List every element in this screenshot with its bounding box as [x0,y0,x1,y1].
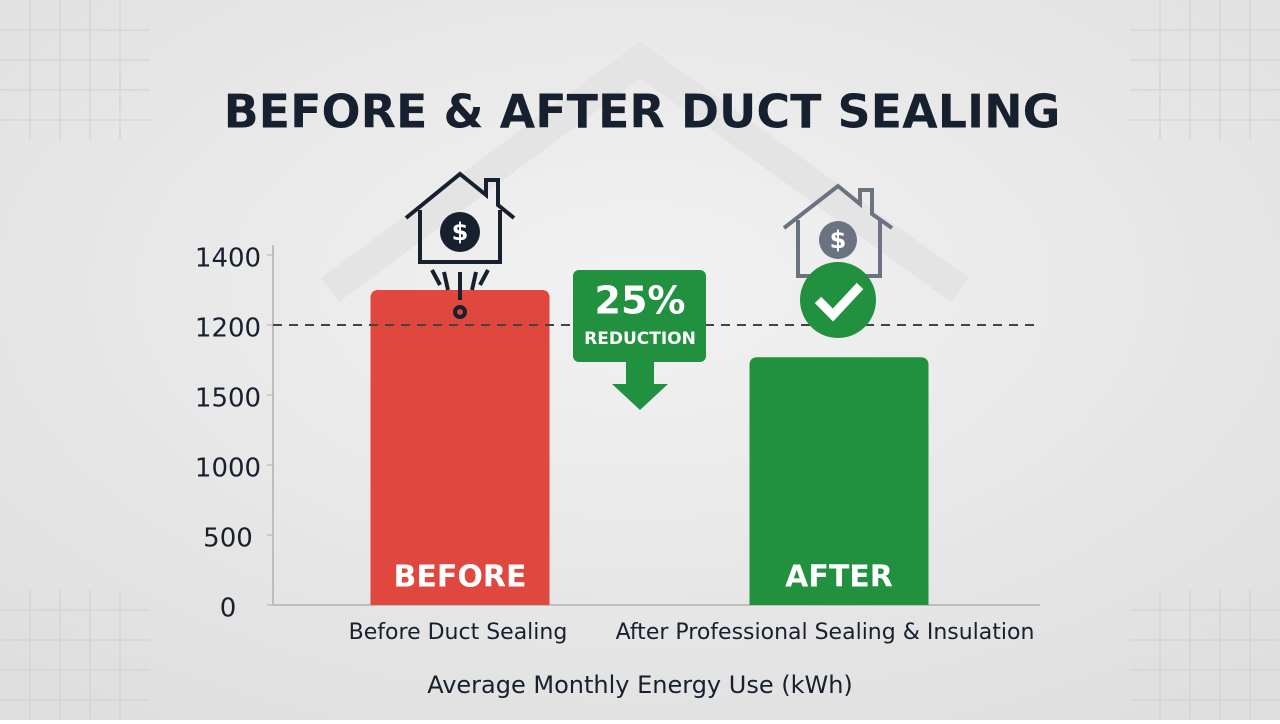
x-tick-label: After Professional Sealing & Insulation [616,620,1035,645]
leaky-house-icon [404,171,516,319]
reduction-value: 25% [595,279,686,323]
down-arrow [612,360,668,410]
check-badge [800,262,876,338]
y-tick-label: 1200 [195,314,261,344]
bar-label: AFTER [785,560,893,595]
house-silhouette [321,41,969,303]
reduction-text: REDUCTION [584,329,696,349]
bar-label: BEFORE [394,560,527,595]
bar [749,357,929,605]
check-icon [814,282,864,322]
x-axis-title: Average Monthly Energy Use (kWh) [427,671,853,699]
x-tick-label: Before Duct Sealing [349,620,568,645]
y-tick-label: 1500 [195,384,261,414]
y-tick-label: 1400 [195,244,261,274]
coin-icon [440,212,480,252]
bar [370,290,550,605]
coin-icon [819,221,857,259]
dollar-icon: $ [452,218,469,246]
y-tick-label: 1000 [195,454,261,484]
dollar-icon: $ [830,226,847,254]
y-tick-label: 0 [220,594,237,624]
reduction-callout [573,270,706,362]
y-tick-label: 500 [203,524,253,554]
plot: 0 500 1000 1500 1200 1400 BEFORE Before Duct Se… [195,244,1040,645]
chart-title: BEFORE & AFTER DUCT SEALING [224,85,1061,139]
